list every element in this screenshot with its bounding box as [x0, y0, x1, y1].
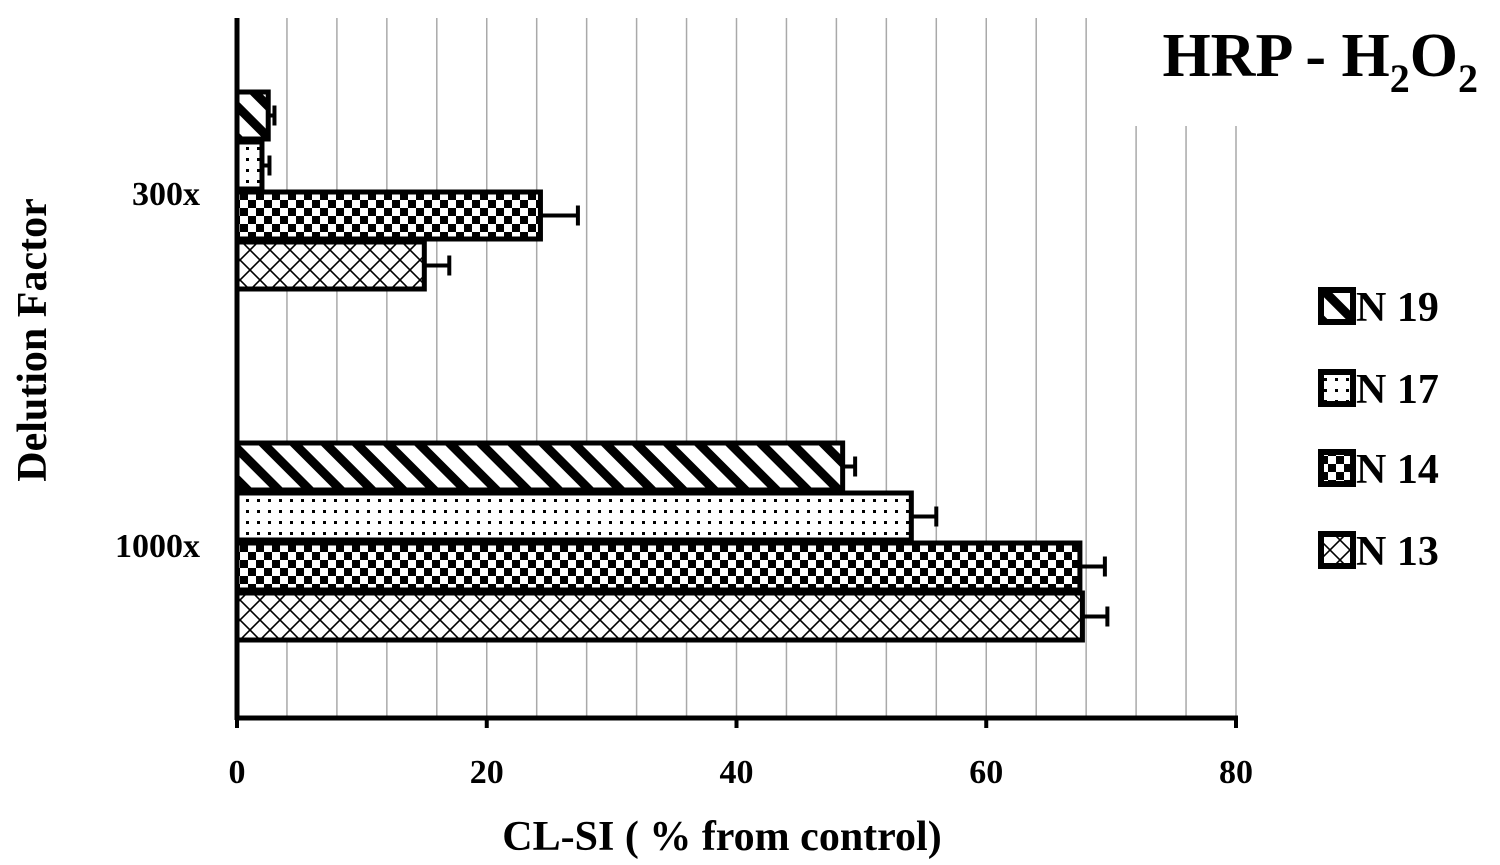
bar-n19-1000x [234, 440, 846, 493]
x-tick-labels: 0 20 40 60 80 [229, 718, 1253, 791]
chart-title: HRP - H2O2 [1162, 22, 1478, 101]
bars [234, 89, 1110, 643]
bar-n14-1000x [234, 540, 1083, 593]
x-tick-label-0: 0 [229, 754, 246, 791]
legend-label-n17: N 17 [1356, 367, 1439, 413]
x-tick-label-40: 40 [720, 754, 754, 791]
y-axis-title: Delution Factor [10, 198, 56, 481]
bar-n13-300x [234, 239, 427, 292]
legend-swatch-n14 [1318, 449, 1356, 487]
chart-title-sub2: 2 [1458, 56, 1478, 101]
legend-swatch-n19 [1318, 287, 1356, 325]
chart-title-sub1: 2 [1390, 56, 1410, 101]
legend-label-n13: N 13 [1356, 529, 1439, 575]
legend: N 19 N 17 N 14 N 13 [1318, 285, 1439, 575]
legend-swatch-n13 [1318, 531, 1356, 569]
y-category-label-1000x: 1000x [115, 528, 200, 565]
chart-title-mid: O [1410, 22, 1458, 90]
x-tick-label-20: 20 [470, 754, 504, 791]
chart-title-main: HRP - H [1162, 22, 1389, 90]
bar-n13-1000x [234, 590, 1085, 643]
bar-n14-300x [234, 189, 543, 242]
x-tick-label-80: 80 [1219, 754, 1253, 791]
bar-n19-300x [234, 89, 271, 142]
legend-label-n19: N 19 [1356, 285, 1439, 331]
x-axis-title: CL-SI ( % from control) [502, 814, 941, 860]
legend-swatch-n17 [1318, 369, 1356, 407]
bar-n17-300x [234, 139, 265, 192]
y-category-labels: 300x 1000x [115, 176, 200, 565]
y-category-label-300x: 300x [132, 176, 200, 213]
x-tick-label-60: 60 [969, 754, 1003, 791]
legend-label-n14: N 14 [1356, 447, 1439, 493]
bar-n17-1000x [234, 490, 914, 543]
